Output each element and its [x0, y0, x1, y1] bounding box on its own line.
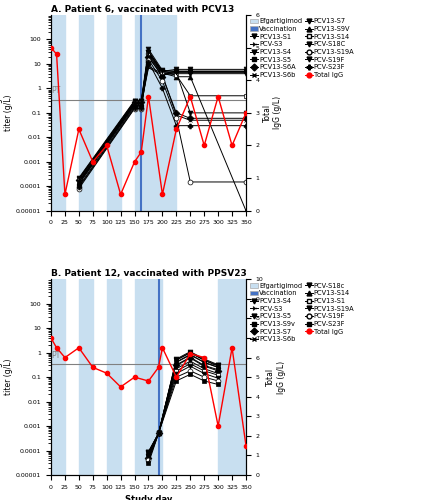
Bar	[79, 15, 93, 210]
Y-axis label: Total
IgG (g/L): Total IgG (g/L)	[263, 96, 282, 130]
Bar	[79, 280, 93, 475]
X-axis label: Study day: Study day	[125, 496, 172, 500]
Bar	[107, 280, 121, 475]
Bar	[218, 280, 246, 475]
Bar	[51, 15, 65, 210]
Text: PT: PT	[51, 86, 61, 96]
Text: PT: PT	[51, 350, 61, 360]
Y-axis label: Total
IgG (g/L): Total IgG (g/L)	[266, 360, 286, 394]
Text: A. Patient 6, vaccinated with PCV13: A. Patient 6, vaccinated with PCV13	[51, 5, 234, 14]
Y-axis label: Pneum IgG
titer (g/L): Pneum IgG titer (g/L)	[0, 92, 13, 134]
Legend: Efgartigimod, Vaccination, PCV13-S1, PCV-S3, PCV13-S4, PCV13-S5, PCV13-S6A, PCV1: Efgartigimod, Vaccination, PCV13-S1, PCV…	[250, 18, 354, 78]
Bar	[107, 15, 121, 210]
Bar	[135, 280, 162, 475]
Text: B. Patient 12, vaccinated with PPSV23: B. Patient 12, vaccinated with PPSV23	[51, 270, 247, 278]
Y-axis label: Pneum IgG
titer (g/L): Pneum IgG titer (g/L)	[0, 356, 13, 398]
Bar	[51, 280, 65, 475]
Bar	[135, 15, 176, 210]
Legend: Efgartigimod, Vaccination, PCV13-S4, PCV-S3, PCV13-S5, PCV13-S9v, PCV13-S7, PCV1: Efgartigimod, Vaccination, PCV13-S4, PCV…	[250, 282, 354, 343]
